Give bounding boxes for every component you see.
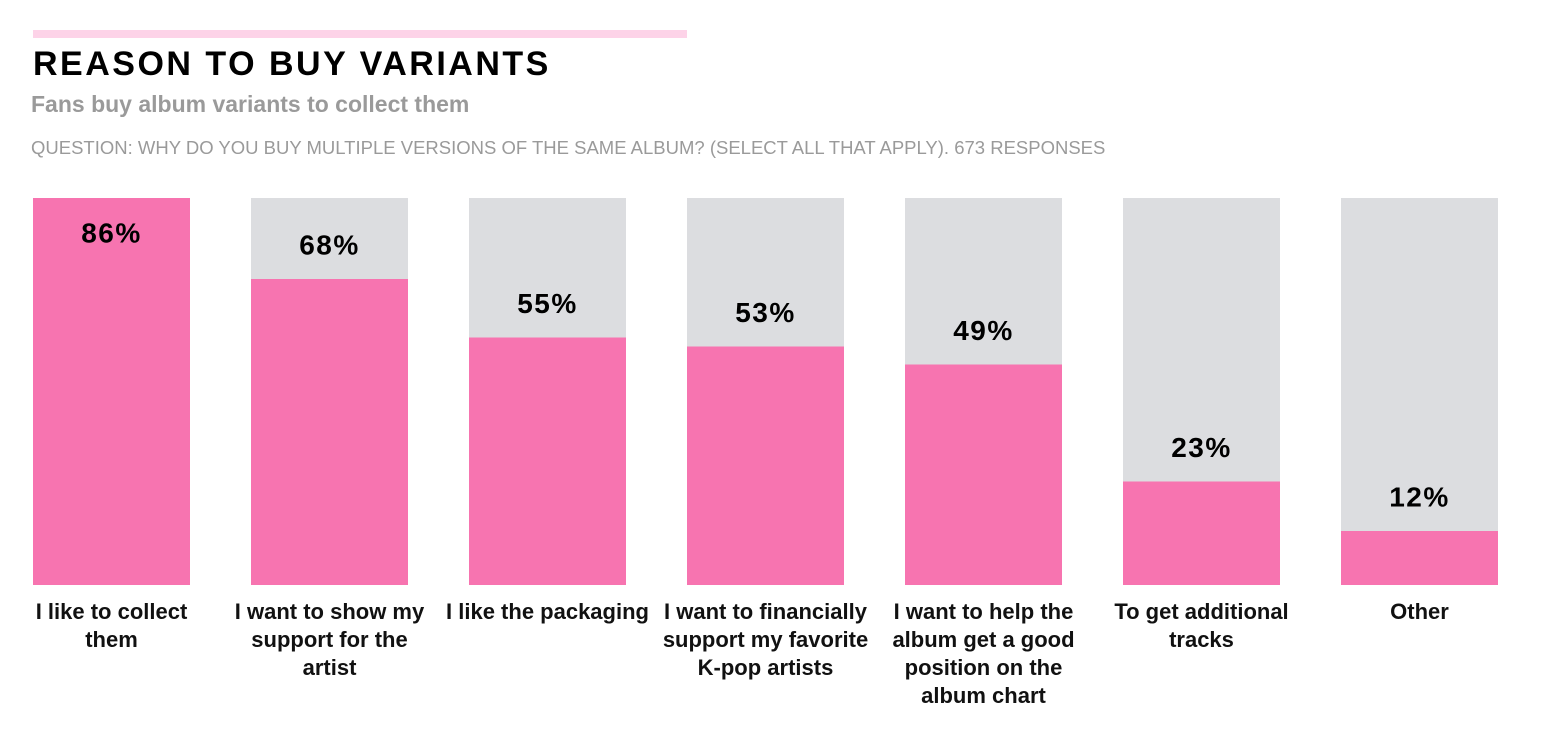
value-label: 12% — [1389, 481, 1450, 512]
bar-track — [1341, 198, 1498, 585]
x-tick-label: I want to financially support my favorit… — [662, 599, 869, 680]
bar — [251, 279, 408, 585]
value-label: 53% — [735, 297, 796, 328]
bar — [687, 346, 844, 585]
x-tick-label: To get additional tracks — [1114, 599, 1289, 652]
bar — [33, 198, 190, 585]
chart-note: QUESTION: WHY DO YOU BUY MULTIPLE VERSIO… — [31, 137, 1105, 158]
bar — [1123, 481, 1280, 585]
x-tick-label: I like to collect them — [35, 599, 188, 652]
bar — [1341, 531, 1498, 585]
value-label: 68% — [299, 229, 360, 260]
value-label: 55% — [517, 288, 578, 319]
value-label: 23% — [1171, 432, 1232, 463]
value-label: 86% — [81, 217, 142, 248]
bar — [469, 337, 626, 585]
x-tick-label: I like the packaging — [446, 599, 649, 624]
x-tick-label: Other — [1390, 599, 1449, 624]
x-tick-label: I want to help the album get a good posi… — [892, 599, 1075, 708]
bar — [905, 364, 1062, 585]
title-rule — [33, 30, 687, 38]
chart-title: REASON TO BUY VARIANTS — [33, 45, 551, 83]
value-label: 49% — [953, 315, 1014, 346]
x-tick-label: I want to show my support for the artist — [234, 599, 425, 680]
chart-subtitle: Fans buy album variants to collect them — [31, 91, 469, 117]
